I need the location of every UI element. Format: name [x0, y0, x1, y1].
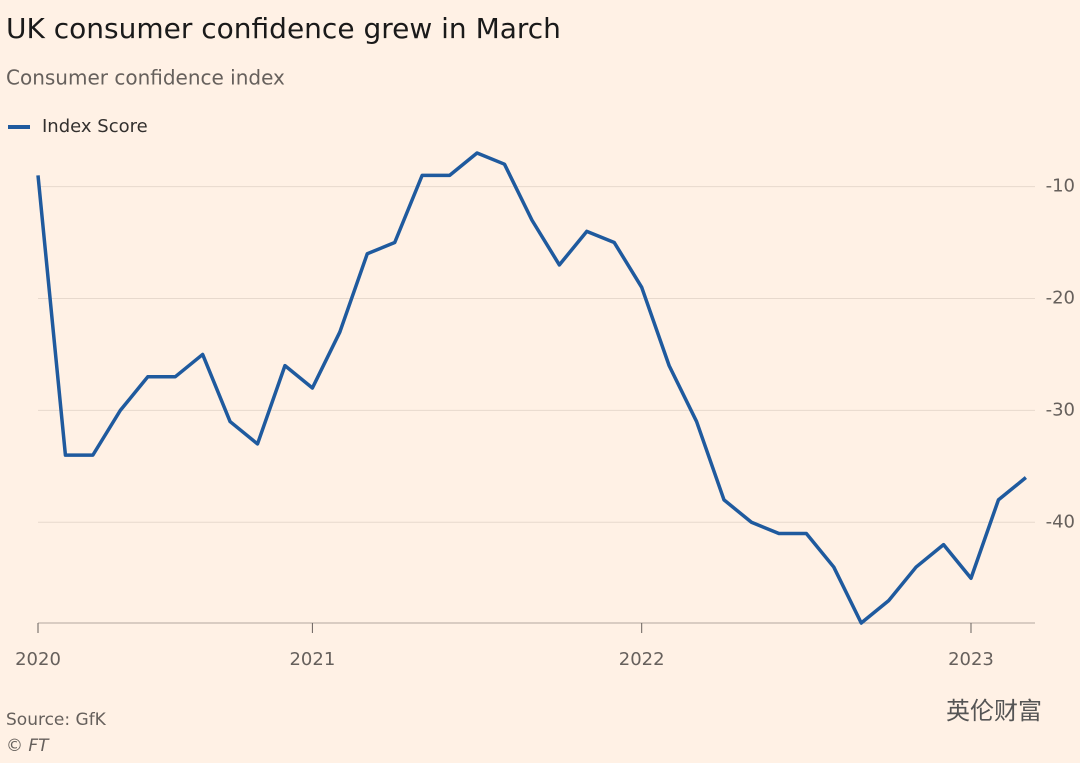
chart-subtitle: Consumer confidence index [6, 66, 285, 90]
x-tick-label: 2020 [15, 649, 61, 670]
y-tick-label: -10 [1046, 176, 1075, 197]
y-tick-label: -40 [1046, 511, 1075, 532]
data-line [36, 151, 1027, 625]
x-tick-label: 2023 [948, 649, 994, 670]
source: Source: GfK [6, 710, 107, 730]
chart-title: UK consumer confidence grew in March [6, 12, 561, 45]
credit: © FT [6, 736, 50, 756]
watermark: 英伦财富 [946, 697, 1042, 725]
y-tick-label: -30 [1046, 399, 1075, 420]
legend-label: Index Score [42, 116, 148, 137]
y-tick-label: -20 [1046, 287, 1075, 308]
x-tick-label: 2021 [289, 649, 335, 670]
x-tick-label: 2022 [619, 649, 665, 670]
